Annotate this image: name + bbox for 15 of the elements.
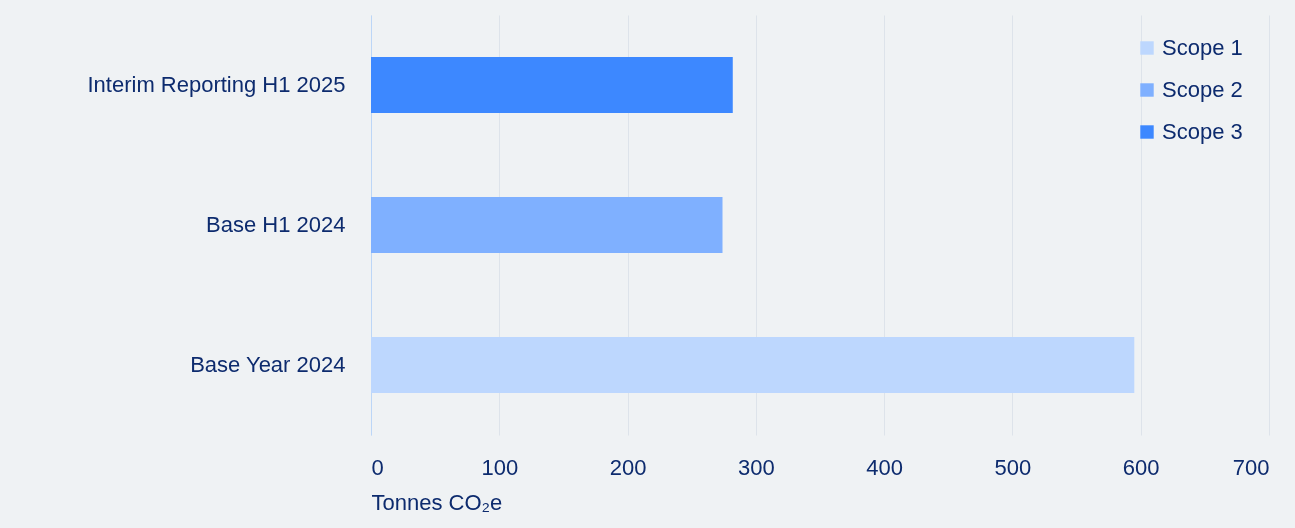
x-tick-label: 100: [481, 454, 519, 480]
x-tick-label: 200: [609, 454, 647, 480]
x-tick-label: 700: [1232, 454, 1270, 480]
x-tick-label: 0: [371, 454, 384, 480]
y-tick-label: Interim Reporting H1 2025: [87, 72, 346, 97]
legend-label: Scope 1: [1162, 35, 1243, 60]
x-tick-label: 400: [866, 454, 903, 480]
y-tick-label: Base H1 2024: [206, 212, 346, 237]
x-axis-title: Tonnes CO₂e: [371, 489, 503, 515]
x-tick-label: 300: [738, 454, 775, 480]
legend-label: Scope 3: [1162, 119, 1243, 144]
y-tick-label: Base Year 2024: [190, 352, 346, 377]
x-tick-label: 600: [1122, 454, 1160, 480]
x-tick-label: 500: [994, 454, 1032, 480]
legend-label: Scope 2: [1162, 77, 1243, 102]
